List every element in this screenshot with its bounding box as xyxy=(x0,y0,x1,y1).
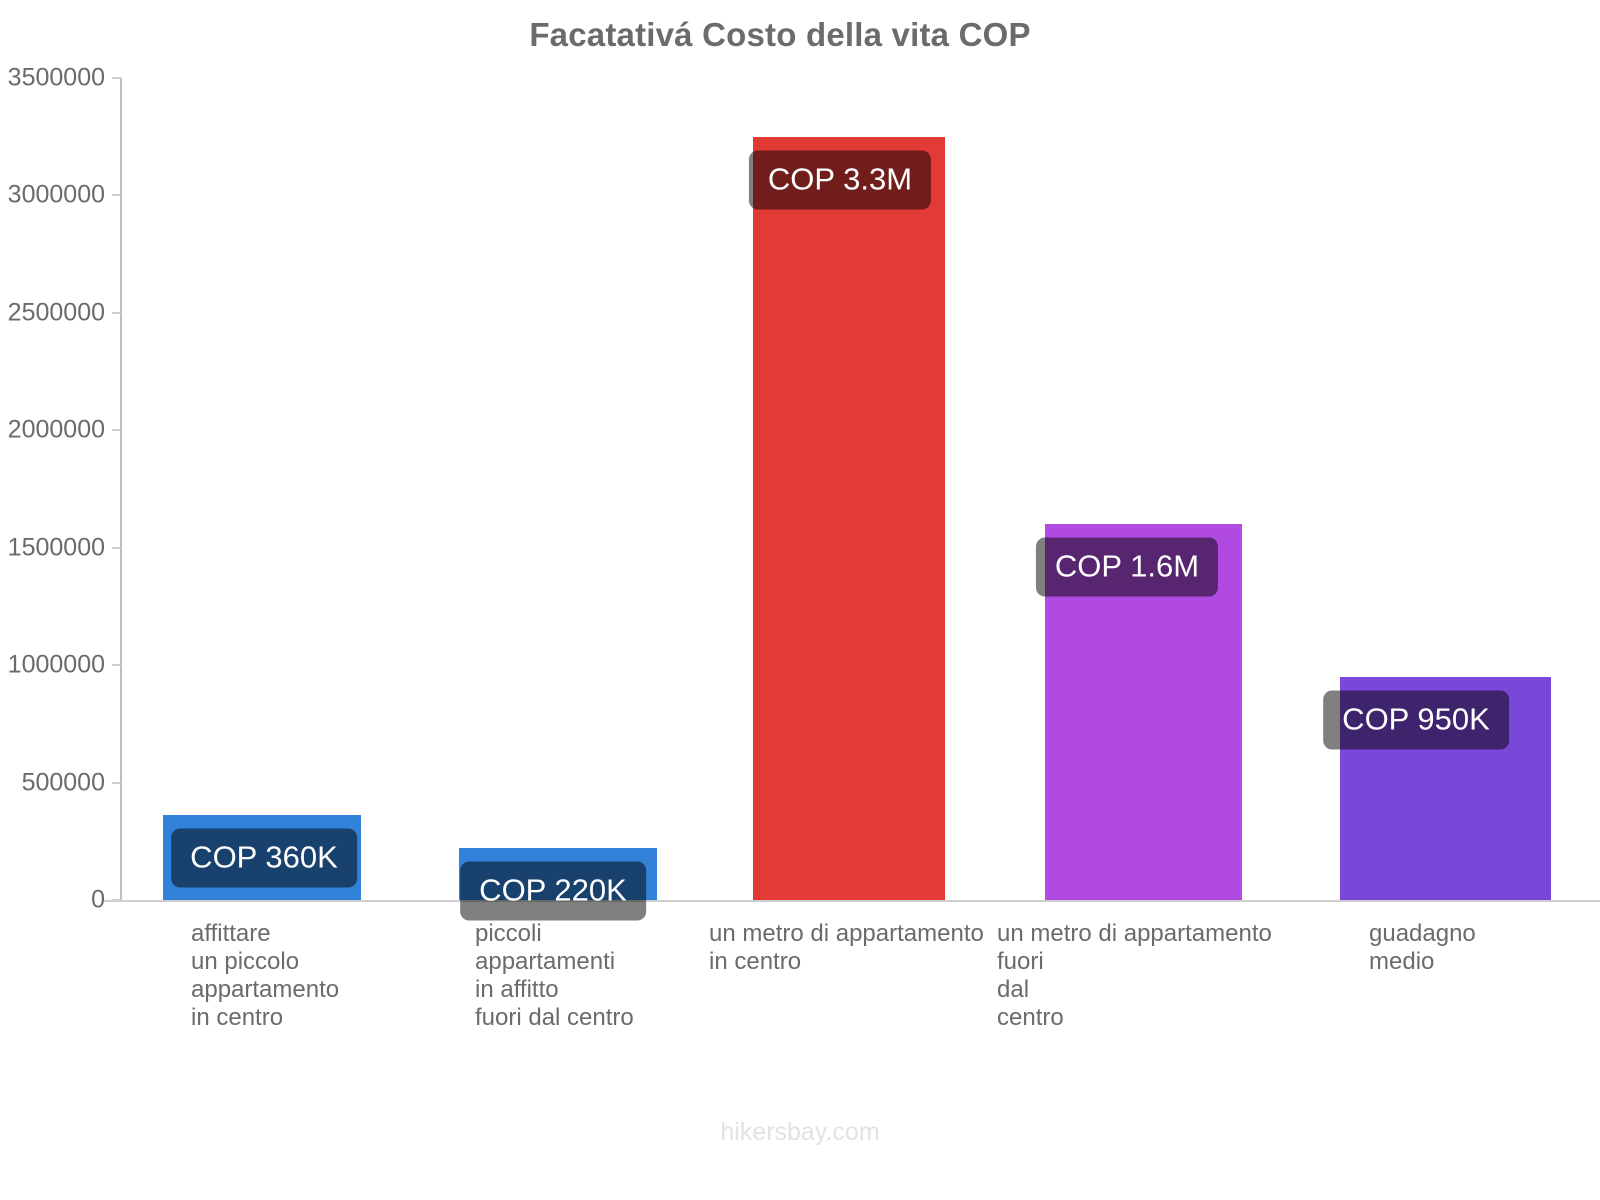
y-axis-tick-mark xyxy=(112,546,121,549)
y-axis-tick-label: 3000000 xyxy=(7,180,105,209)
y-axis-tick-mark xyxy=(112,77,121,79)
y-axis-tick-mark xyxy=(112,311,121,314)
bar-value-label: COP 360K xyxy=(171,828,357,888)
y-axis-tick-mark xyxy=(112,429,121,432)
x-axis-category-label: affittare un piccolo appartamento in cen… xyxy=(191,920,340,1032)
y-axis-tick-label: 0 xyxy=(91,885,105,914)
x-axis-category-label: piccoli appartamenti in affitto fuori da… xyxy=(475,920,634,1032)
x-axis-line xyxy=(104,900,1600,902)
y-axis-tick-label: 2000000 xyxy=(7,415,105,444)
bar-value-label: COP 1.6M xyxy=(1035,537,1219,597)
y-axis-line xyxy=(120,78,122,901)
y-axis-tick-mark xyxy=(112,781,121,784)
x-axis-category-label: guadagno medio xyxy=(1369,920,1476,976)
x-axis-category-label: un metro di appartamento in centro xyxy=(709,920,984,976)
y-axis-tick-mark xyxy=(112,899,121,901)
y-axis-tick-label: 2500000 xyxy=(7,298,105,327)
bar-value-label: COP 220K xyxy=(460,861,646,921)
y-axis-tick-label: 3500000 xyxy=(7,63,105,92)
footer-credit: hikersbay.com xyxy=(720,1118,880,1146)
bar[interactable] xyxy=(753,136,945,900)
y-axis-tick-mark xyxy=(112,664,121,667)
y-axis-tick-label: 500000 xyxy=(21,768,105,797)
y-axis-tick-label: 1000000 xyxy=(7,650,105,679)
bar-value-label: COP 950K xyxy=(1323,690,1509,750)
bar-value-label: COP 3.3M xyxy=(748,150,932,210)
y-axis-tick-label: 1500000 xyxy=(7,533,105,562)
y-axis-tick-mark xyxy=(112,194,121,197)
x-axis-category-label: un metro di appartamento fuori dal centr… xyxy=(997,920,1272,1032)
chart-title: Facatativá Costo della vita COP xyxy=(529,16,1031,53)
